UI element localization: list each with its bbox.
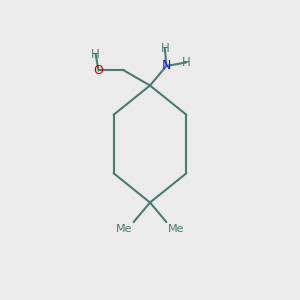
- Text: H: H: [91, 48, 100, 61]
- Text: H: H: [160, 42, 169, 55]
- Text: Me: Me: [168, 224, 184, 233]
- Text: N: N: [162, 59, 171, 73]
- Text: Me: Me: [116, 224, 132, 233]
- Text: O: O: [94, 64, 103, 77]
- Text: H: H: [182, 56, 191, 69]
